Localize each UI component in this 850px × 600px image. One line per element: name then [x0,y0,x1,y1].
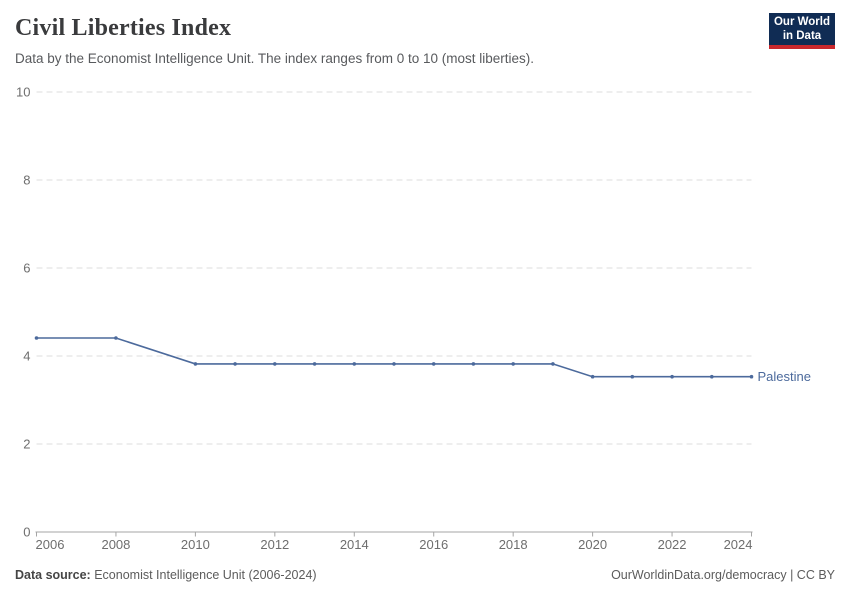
data-point[interactable] [233,362,237,366]
x-tick-label: 2010 [181,537,210,552]
data-point[interactable] [34,336,39,340]
x-tick-label: 2008 [101,537,130,552]
data-point[interactable] [511,362,515,366]
chart-subtitle: Data by the Economist Intelligence Unit.… [15,51,534,66]
data-point[interactable] [630,374,635,379]
x-tick-label: 2006 [36,537,65,552]
owid-url-link[interactable]: OurWorldinData.org/democracy [611,568,787,582]
x-tick-label: 2016 [419,537,448,552]
y-tick-label: 0 [23,525,30,540]
x-tick-label: 2018 [499,537,528,552]
data-point[interactable] [471,362,476,366]
data-point[interactable] [273,362,277,366]
data-point[interactable] [551,362,555,366]
license-text: | CC BY [786,568,835,582]
chart-footer: Data source: Economist Intelligence Unit… [15,568,835,582]
owid-logo-line2: in Data [782,29,822,42]
x-tick-label: 2020 [578,537,607,552]
data-point[interactable] [312,362,317,366]
x-tick-label: 2012 [260,537,289,552]
x-tick-label: 2022 [658,537,687,552]
series-line [36,337,752,378]
y-tick-label: 8 [23,173,30,188]
page-title: Civil Liberties Index [15,15,232,41]
data-point[interactable] [590,374,595,379]
data-point[interactable] [193,362,198,366]
y-tick-label: 6 [23,261,30,276]
data-point[interactable] [431,362,436,366]
y-tick-label: 2 [23,437,30,452]
owid-logo-line1: Our World [773,16,830,28]
series-label[interactable]: Palestine [758,369,811,384]
data-point[interactable] [114,336,118,340]
data-source-label: Data source: [15,568,91,582]
data-source: Data source: Economist Intelligence Unit… [15,568,317,582]
data-source-text: Economist Intelligence Unit (2006-2024) [94,568,317,582]
data-point[interactable] [710,374,714,379]
x-tick-label: 2024 [724,537,753,552]
x-tick-label: 2014 [340,537,369,552]
data-point[interactable] [392,362,396,366]
chart-header: Civil Liberties Index Data by the Econom… [15,15,750,68]
data-point[interactable] [352,362,357,366]
footer-right: OurWorldinData.org/democracy | CC BY [611,568,835,582]
y-tick-label: 4 [23,349,30,364]
data-point[interactable] [749,374,754,379]
y-tick-label: 10 [16,85,30,100]
owid-logo: Our World in Data [769,13,835,49]
data-point[interactable] [670,374,674,379]
